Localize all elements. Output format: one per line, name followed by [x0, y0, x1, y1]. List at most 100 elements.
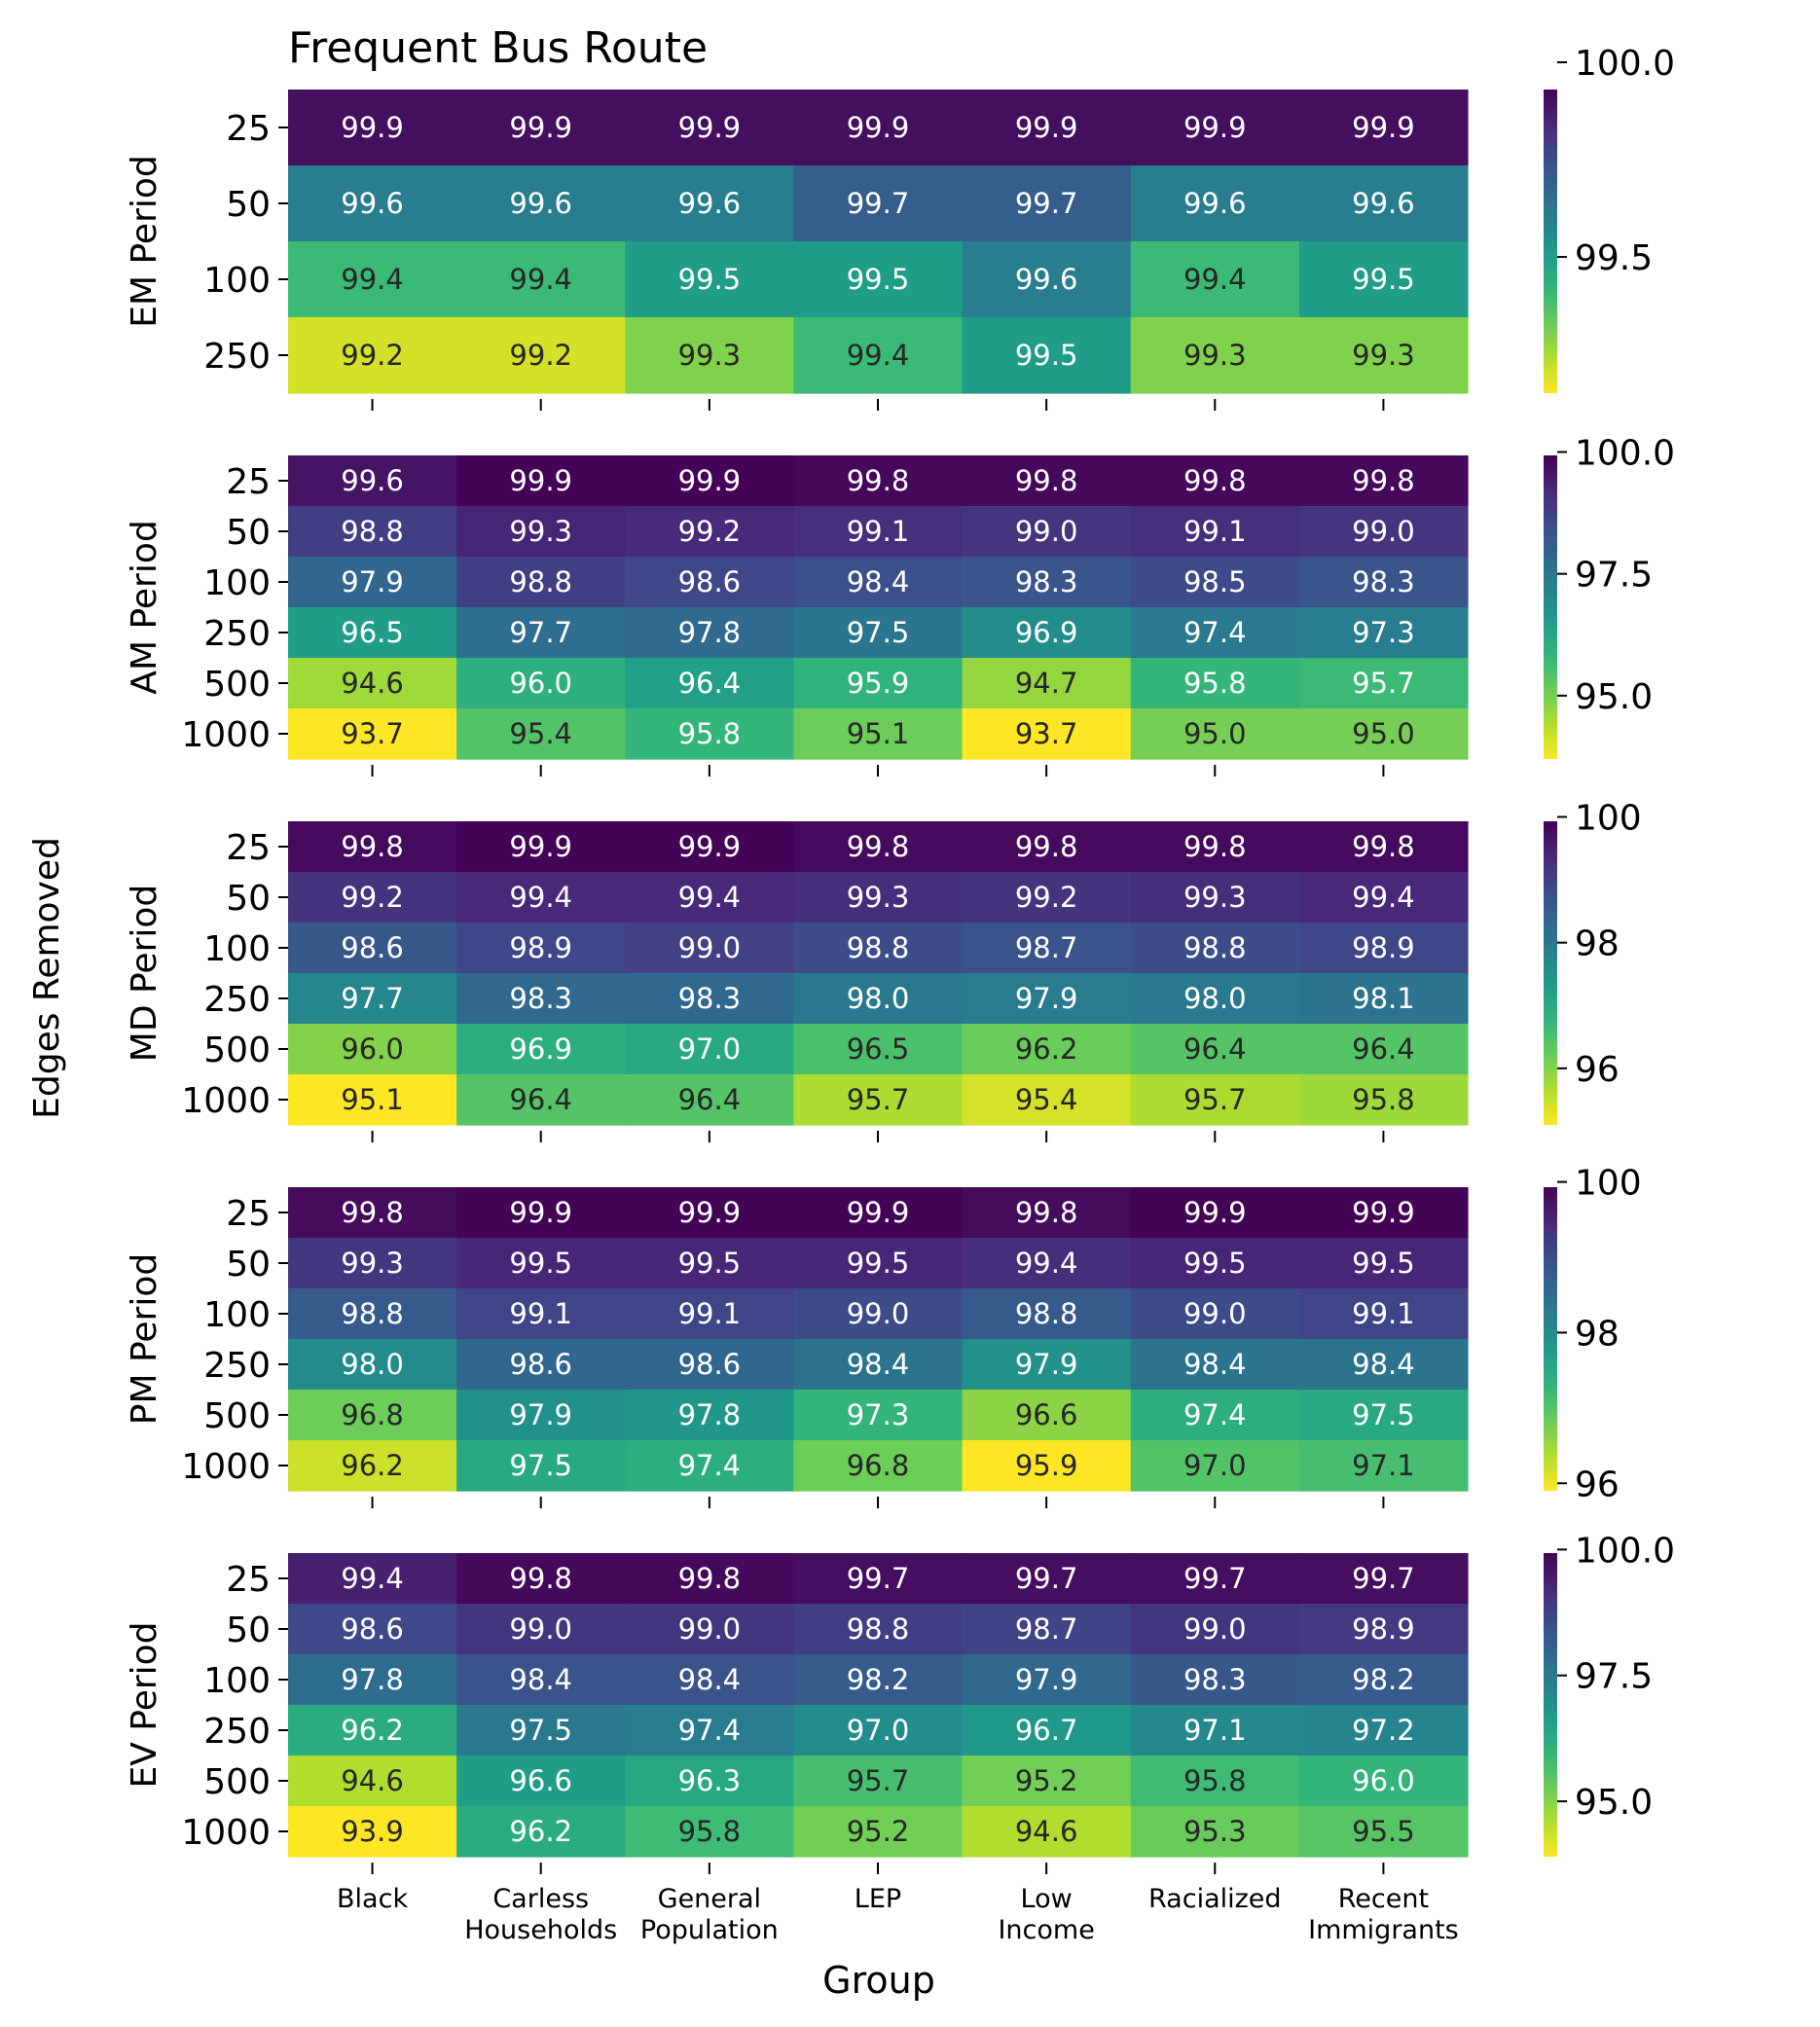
cell-value-label: 97.4	[678, 1449, 742, 1482]
cell-value-label: 99.0	[678, 1612, 742, 1646]
cell-value-label: 99.6	[1352, 187, 1415, 220]
heatmap-cell	[962, 1705, 1132, 1756]
y-tick-label: 100	[203, 1295, 271, 1335]
y-tick-label: 250	[203, 337, 271, 377]
heatmap-cell	[1298, 90, 1469, 166]
heatmap-cell	[456, 821, 626, 873]
cell-value-label: 99.8	[509, 1562, 572, 1595]
x-tick-label: Black	[337, 1884, 408, 1914]
cell-value-label: 95.1	[341, 1083, 404, 1116]
heatmap-cell	[1130, 1806, 1300, 1858]
heatmap-cell	[456, 1806, 626, 1858]
colorbar	[1544, 455, 1557, 759]
cell-value-label: 95.4	[509, 717, 572, 750]
cell-value-label: 98.8	[341, 515, 404, 548]
cell-value-label: 98.1	[1352, 982, 1415, 1015]
heatmap-cell	[962, 821, 1132, 873]
heatmap-cell	[1130, 607, 1300, 659]
cell-value-label: 99.4	[509, 263, 572, 296]
cell-value-label: 97.4	[1183, 616, 1247, 649]
cell-value-label: 99.0	[1352, 515, 1415, 548]
colorbar	[1544, 821, 1557, 1125]
x-tick-label: Households	[464, 1915, 617, 1945]
cell-value-label: 98.0	[341, 1348, 404, 1381]
cell-value-label: 99.8	[847, 830, 910, 863]
cell-value-label: 99.5	[678, 1247, 742, 1280]
cell-value-label: 99.0	[509, 1612, 572, 1646]
cell-value-label: 97.8	[341, 1663, 404, 1696]
cell-value-label: 99.8	[1183, 464, 1247, 497]
cell-value-label: 99.4	[1015, 1247, 1078, 1280]
cell-value-label: 99.3	[1183, 339, 1247, 372]
colorbar-tick-label: 98	[1575, 1314, 1620, 1354]
heatmap-cell	[456, 1604, 626, 1655]
heatmap-cell	[1298, 1654, 1469, 1706]
cell-value-label: 99.0	[1183, 1297, 1247, 1330]
heatmap-cell	[793, 90, 964, 166]
cell-value-label: 98.4	[509, 1663, 572, 1696]
chart-title: Frequent Bus Route	[288, 23, 708, 73]
heatmap-cell	[1298, 1806, 1469, 1858]
colorbar	[1544, 1187, 1557, 1491]
cell-value-label: 98.7	[1015, 931, 1078, 964]
cell-value-label: 99.9	[341, 111, 404, 144]
cell-value-label: 95.8	[678, 717, 742, 750]
heatmap-cell	[456, 165, 626, 242]
x-tick-label: Recent	[1338, 1884, 1429, 1914]
cell-value-label: 99.3	[1183, 881, 1247, 914]
heatmap-cell	[962, 455, 1132, 507]
cell-value-label: 98.2	[847, 1663, 910, 1696]
heatmap-cell	[1298, 658, 1469, 709]
panel-label: EV Period	[125, 1621, 164, 1788]
heatmap-cell	[793, 506, 964, 558]
heatmap-cell	[793, 658, 964, 709]
cell-value-label: 99.9	[847, 111, 910, 144]
cell-value-label: 99.8	[1015, 830, 1078, 863]
y-tick-label: 250	[203, 614, 271, 654]
heatmap-cell	[962, 1074, 1132, 1126]
heatmap-cell	[625, 821, 795, 873]
heatmap-cell	[625, 241, 795, 318]
heatmap-cell	[456, 317, 626, 394]
y-tick-label: 100	[203, 261, 271, 301]
y-tick-label: 250	[203, 980, 271, 1020]
cell-value-label: 99.5	[1352, 1247, 1415, 1280]
panel-label: PM Period	[125, 1253, 164, 1425]
heatmap-cell	[625, 1654, 795, 1706]
cell-value-label: 96.0	[1352, 1764, 1415, 1797]
cell-value-label: 99.9	[678, 111, 742, 144]
cell-value-label: 99.9	[847, 1196, 910, 1229]
cell-value-label: 98.3	[1183, 1663, 1247, 1696]
heatmap-cell	[288, 1756, 457, 1807]
heatmap-cell	[288, 506, 457, 558]
heatmap-cell	[793, 455, 964, 507]
colorbar-tick-label: 97.5	[1575, 1657, 1653, 1697]
heatmap-cell	[288, 658, 457, 709]
heatmap-cell	[625, 1238, 795, 1289]
heatmap-cell	[625, 708, 795, 760]
y-tick-label: 1000	[181, 715, 271, 755]
heatmap-cell	[793, 1024, 964, 1075]
x-tick-label: Low	[1021, 1884, 1073, 1914]
heatmap-cell	[962, 165, 1132, 242]
heatmap-cell	[1130, 1390, 1300, 1441]
y-tick-label: 50	[226, 1245, 271, 1285]
cell-value-label: 99.1	[678, 1297, 742, 1330]
cell-value-label: 99.3	[678, 339, 742, 372]
heatmap-cell	[793, 1440, 964, 1492]
heatmap-cell	[962, 90, 1132, 166]
cell-value-label: 96.5	[847, 1032, 910, 1066]
heatmap-cell	[1130, 1756, 1300, 1807]
colorbar-tick-label: 100.0	[1575, 433, 1675, 473]
heatmap-cell	[1298, 1604, 1469, 1655]
cell-value-label: 96.4	[678, 1083, 742, 1116]
heatmap-cell	[1130, 708, 1300, 760]
heatmap-cell	[1130, 1339, 1300, 1391]
cell-value-label: 97.0	[1183, 1449, 1247, 1482]
cell-value-label: 96.4	[1183, 1032, 1247, 1066]
cell-value-label: 98.3	[1015, 565, 1078, 598]
cell-value-label: 98.9	[1352, 931, 1415, 964]
cell-value-label: 99.2	[678, 515, 742, 548]
heatmap-cell	[625, 1390, 795, 1441]
cell-value-label: 95.7	[1183, 1083, 1247, 1116]
